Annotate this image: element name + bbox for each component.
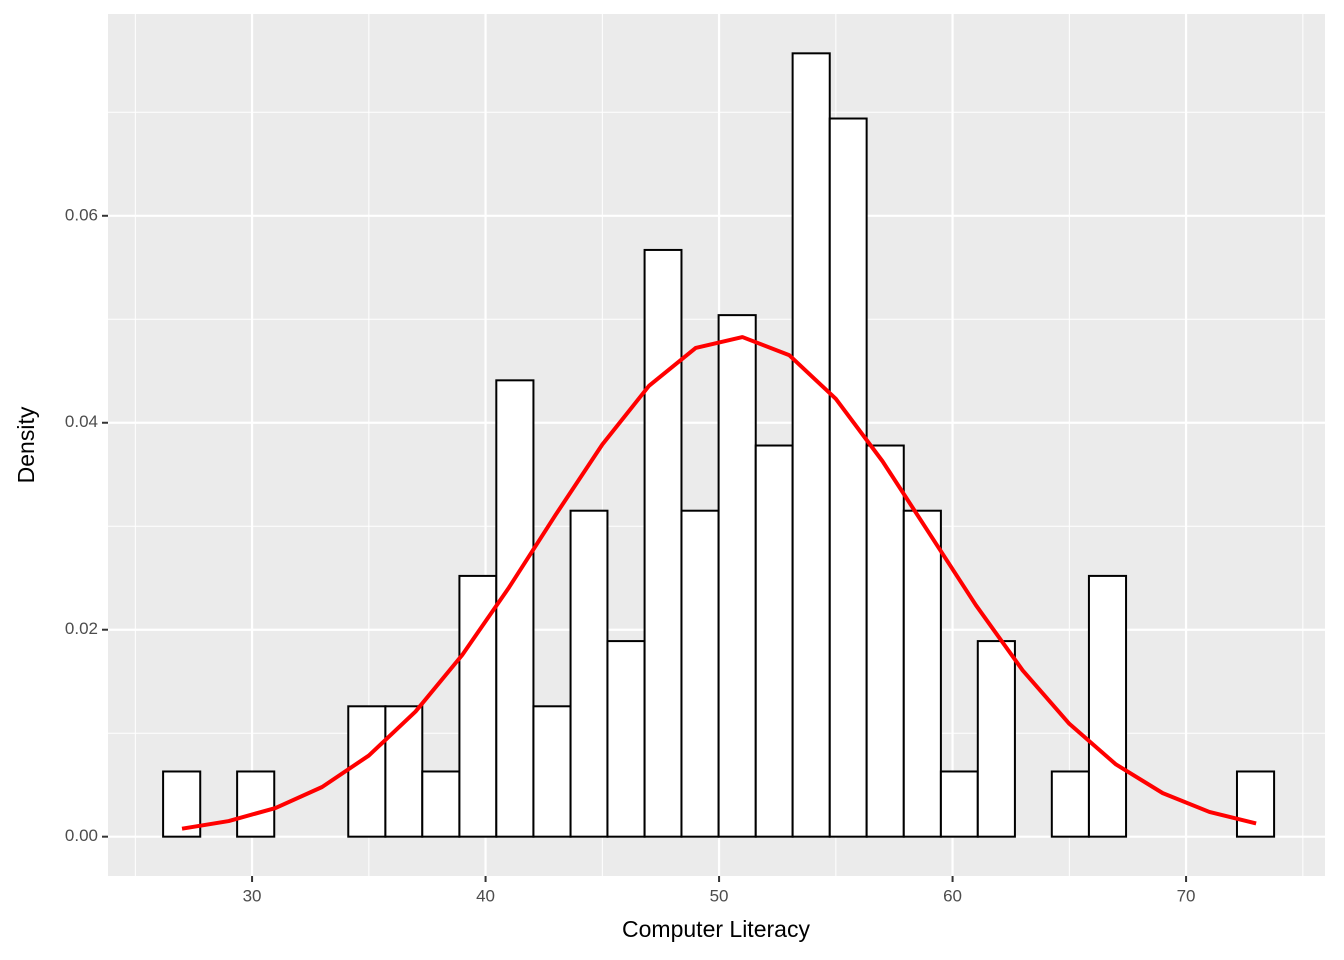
- histogram-bar: [754, 444, 794, 838]
- histogram-bar: [791, 52, 831, 838]
- marks: [162, 52, 1276, 838]
- density-curve: [181, 335, 1257, 831]
- x-axis-title: Computer Literacy: [622, 916, 810, 942]
- histogram-bar: [1235, 770, 1276, 838]
- histogram-bar: [717, 314, 757, 838]
- histogram-bar: [421, 770, 461, 838]
- histogram-bar: [680, 509, 720, 838]
- axes: 30 40 50 60 70 0.00 0.02 0.04 0.06: [65, 205, 1196, 905]
- histogram-bar: [236, 770, 276, 838]
- histogram-bar: [458, 574, 498, 838]
- y-axis-title: Density: [13, 406, 39, 483]
- y-tick-label: 0.06: [65, 205, 98, 224]
- x-tick-label: 50: [710, 886, 729, 905]
- histogram-bar: [532, 705, 572, 838]
- histogram-bar: [976, 640, 1016, 838]
- histogram-bar: [939, 770, 979, 838]
- x-tick-label: 70: [1177, 886, 1196, 905]
- y-tick-label: 0.00: [65, 826, 98, 845]
- x-tick-label: 60: [943, 886, 962, 905]
- histogram-bar: [643, 248, 683, 838]
- y-tick-label: 0.04: [65, 412, 98, 431]
- histogram-bar: [1087, 574, 1128, 838]
- histogram-bar: [569, 509, 609, 838]
- histogram-bar: [902, 509, 942, 838]
- x-tick-label: 40: [476, 886, 495, 905]
- histogram-bar: [865, 444, 905, 838]
- x-tick-label: 30: [243, 886, 262, 905]
- histogram-bar: [384, 705, 424, 838]
- histogram-bar: [606, 640, 646, 838]
- grid: [108, 14, 1325, 876]
- histogram-bar: [1050, 770, 1090, 838]
- histogram-bar: [828, 117, 868, 838]
- histogram-bar: [347, 705, 387, 838]
- y-tick-label: 0.02: [65, 619, 98, 638]
- histogram-bar: [495, 379, 535, 838]
